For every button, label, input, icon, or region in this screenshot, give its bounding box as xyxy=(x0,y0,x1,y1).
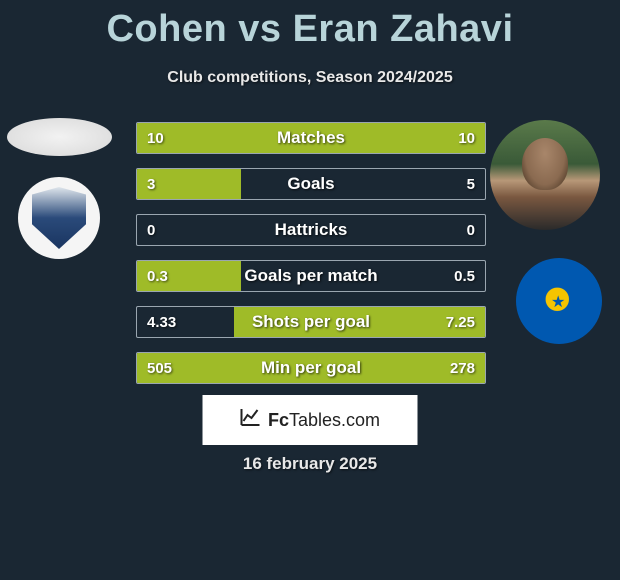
stat-row-goals: 3 Goals 5 xyxy=(136,168,486,200)
stat-value-left: 0.3 xyxy=(147,261,168,291)
stat-row-min-per-goal: 505 Min per goal 278 xyxy=(136,352,486,384)
page-title: Cohen vs Eran Zahavi xyxy=(0,0,620,51)
footer-brand-rest: Tables.com xyxy=(289,410,380,430)
player-left-photo xyxy=(7,118,112,156)
stat-value-left: 505 xyxy=(147,353,172,383)
stat-value-right: 5 xyxy=(467,169,475,199)
stat-value-left: 0 xyxy=(147,215,155,245)
stat-value-right: 0.5 xyxy=(454,261,475,291)
stat-value-left: 3 xyxy=(147,169,155,199)
shield-icon xyxy=(32,187,86,249)
stat-row-hattricks: 0 Hattricks 0 xyxy=(136,214,486,246)
date-text: 16 february 2025 xyxy=(0,454,620,474)
stat-value-left: 4.33 xyxy=(147,307,176,337)
footer-brand[interactable]: FcTables.com xyxy=(203,395,418,445)
comparison-bars: 10 Matches 10 3 Goals 5 0 Hattricks 0 0.… xyxy=(136,122,486,398)
stat-value-left: 10 xyxy=(147,123,164,153)
subtitle: Club competitions, Season 2024/2025 xyxy=(0,69,620,87)
footer-brand-strong: Fc xyxy=(268,410,289,430)
stat-value-right: 0 xyxy=(467,215,475,245)
player-left-club-badge xyxy=(18,177,100,259)
player-right-club-badge xyxy=(516,258,602,344)
stat-value-right: 7.25 xyxy=(446,307,475,337)
stat-row-shots-per-goal: 4.33 Shots per goal 7.25 xyxy=(136,306,486,338)
stat-value-right: 278 xyxy=(450,353,475,383)
player-right-photo xyxy=(490,120,600,230)
footer-brand-text: FcTables.com xyxy=(268,410,380,431)
stat-value-right: 10 xyxy=(458,123,475,153)
stat-row-goals-per-match: 0.3 Goals per match 0.5 xyxy=(136,260,486,292)
stat-row-matches: 10 Matches 10 xyxy=(136,122,486,154)
stat-label: Hattricks xyxy=(137,215,485,245)
chart-icon xyxy=(240,407,262,433)
bar-fill-left xyxy=(137,353,485,383)
